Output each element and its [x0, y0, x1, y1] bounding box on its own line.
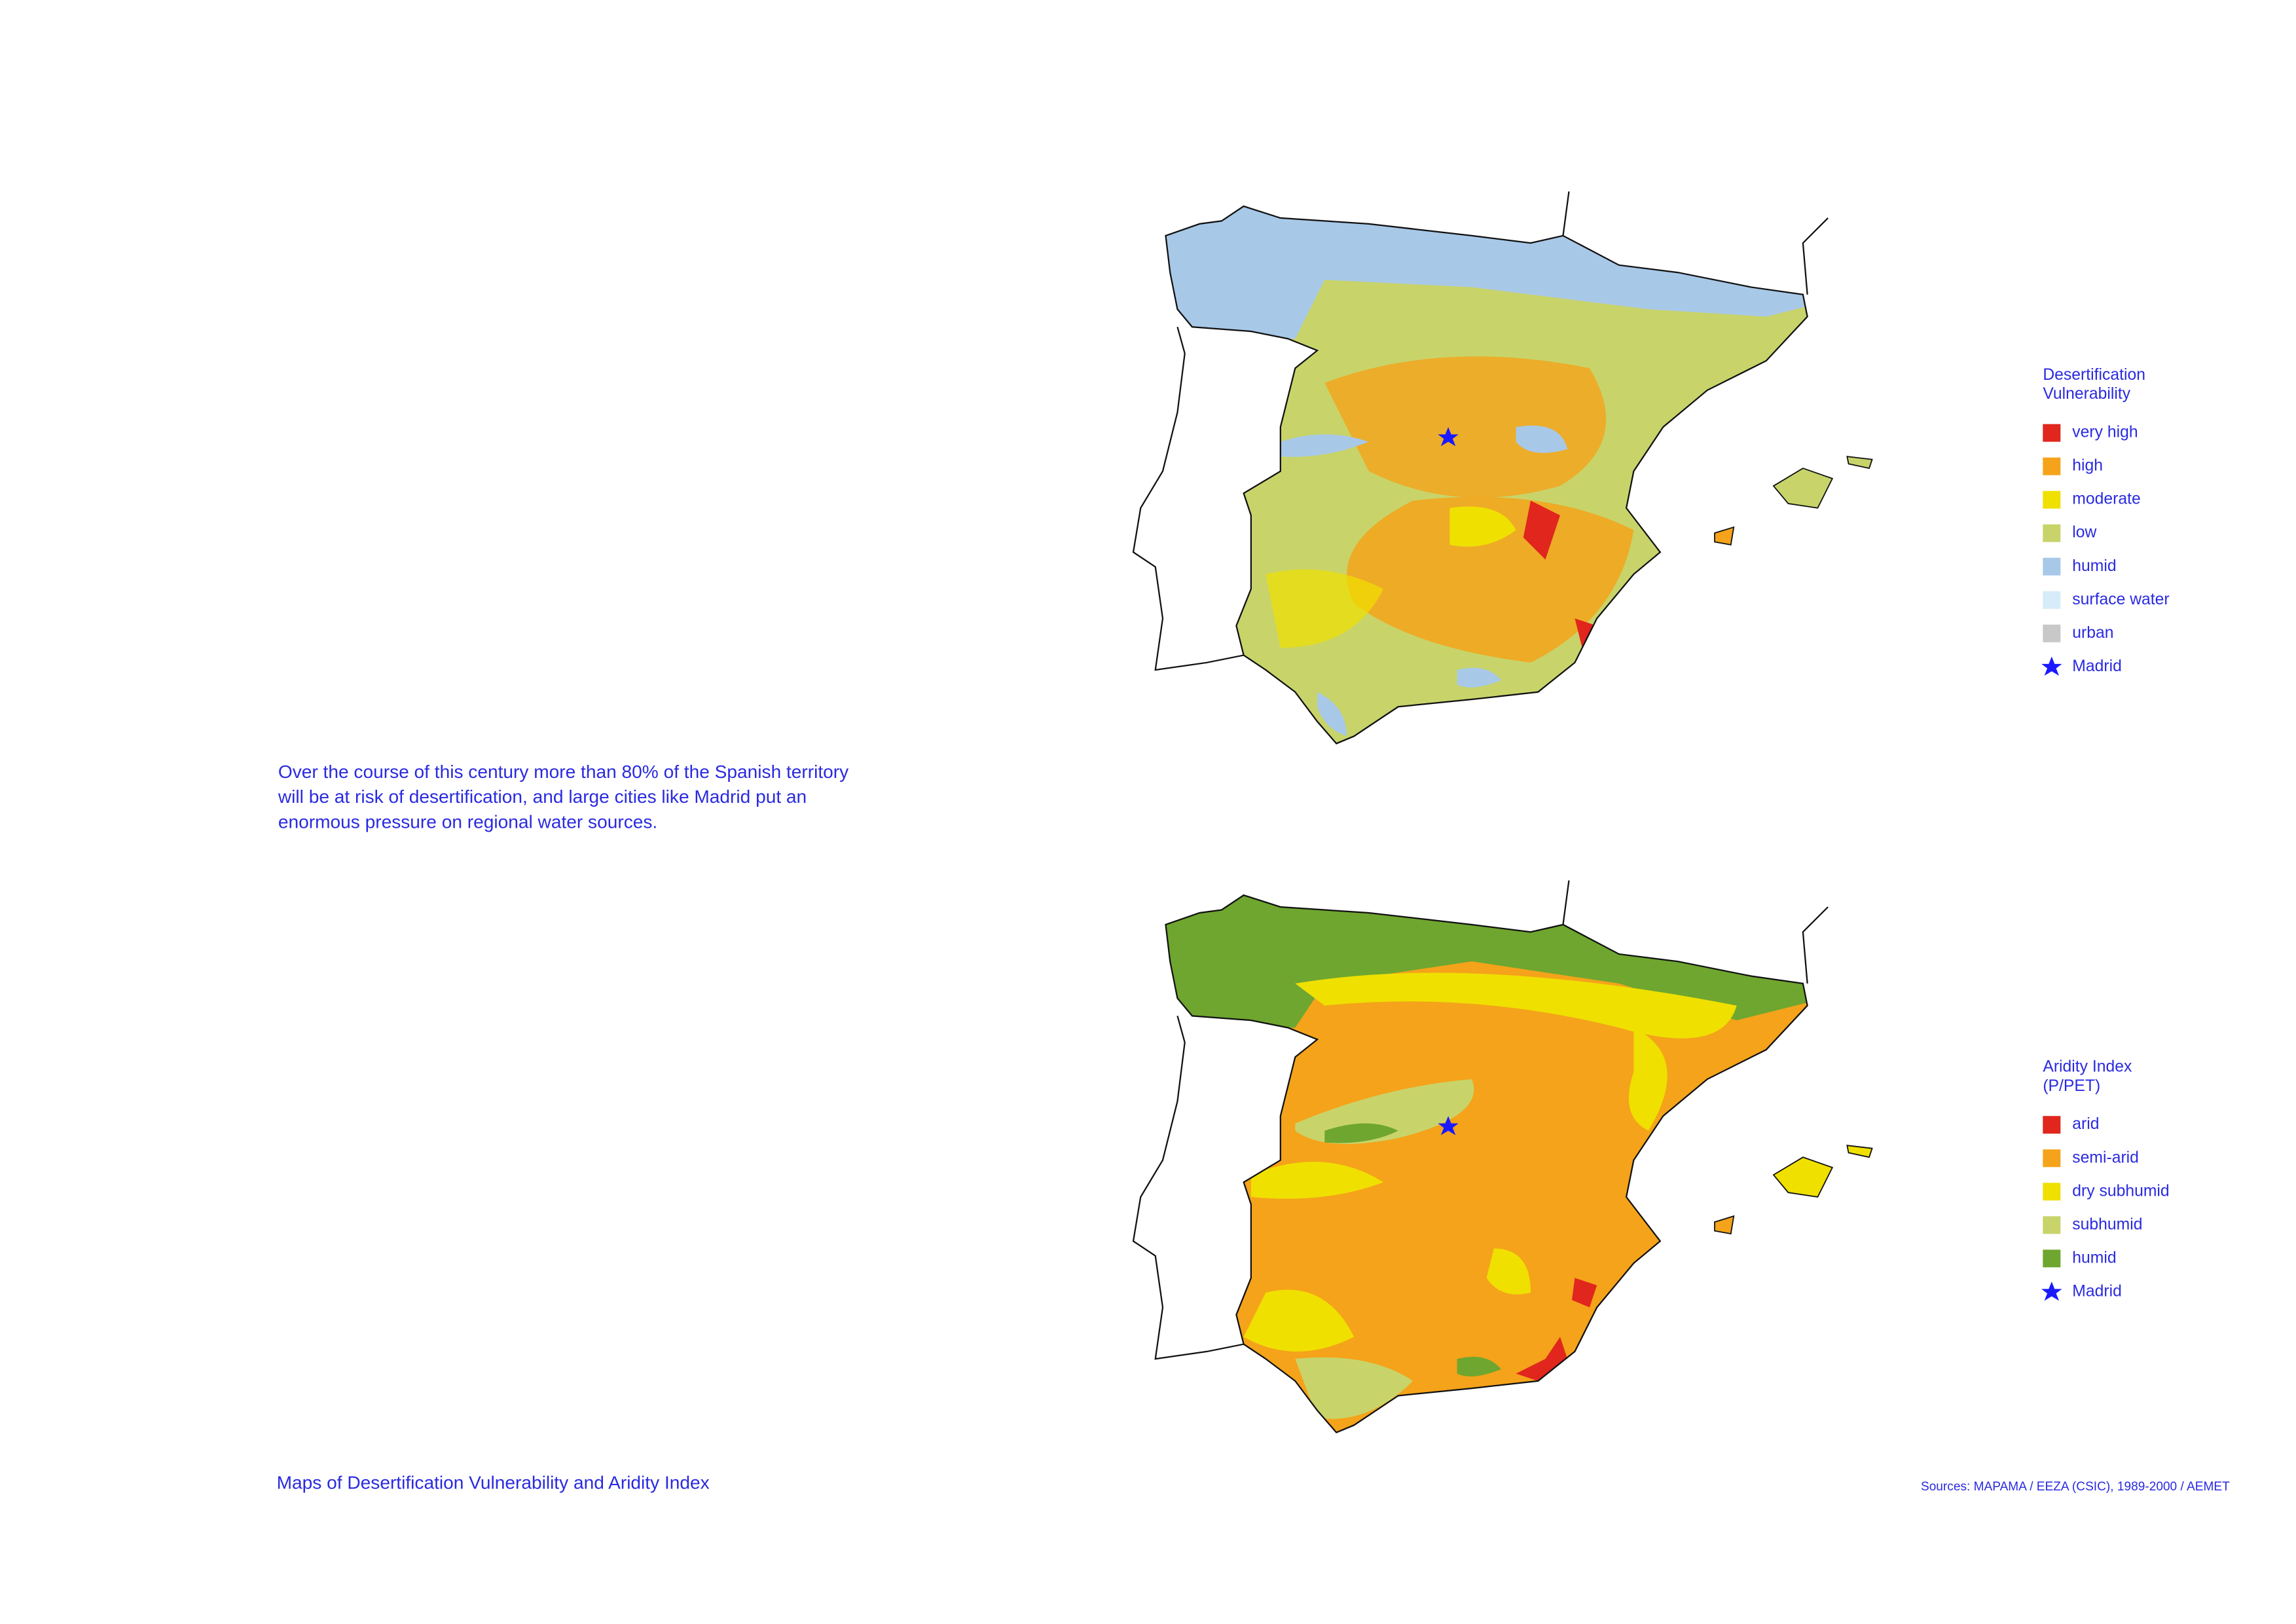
- legend-label: low: [2072, 524, 2096, 542]
- description-line: enormous pressure on regional water sour…: [278, 811, 657, 832]
- legend-swatch: [2043, 1183, 2061, 1201]
- sources: Sources: MAPAMA / EEZA (CSIC), 1989-2000…: [1921, 1480, 2230, 1494]
- legend-label: surface water: [2072, 591, 2169, 608]
- legend-swatch: [2043, 490, 2061, 509]
- legend-swatch: [2043, 424, 2061, 442]
- legend-label: moderate: [2072, 490, 2140, 508]
- legend-label: urban: [2072, 624, 2113, 642]
- legend-label: humid: [2072, 1249, 2116, 1266]
- legend-label: dry subhumid: [2072, 1182, 2169, 1200]
- legend-label: very high: [2072, 424, 2138, 441]
- legend-title: Desertification: [2043, 366, 2145, 384]
- legend-label: subhumid: [2072, 1215, 2142, 1233]
- madrid-marker: [1438, 427, 1459, 447]
- legend-swatch: [2043, 524, 2061, 542]
- legend-label: Madrid: [2072, 657, 2122, 675]
- legend-title: Vulnerability: [2043, 385, 2130, 403]
- legend-marker: [2041, 656, 2062, 676]
- legend-swatch: [2043, 557, 2061, 576]
- legend-swatch: [2043, 1116, 2061, 1134]
- madrid-marker: [1438, 1116, 1459, 1135]
- description-line: will be at risk of desertification, and …: [278, 786, 807, 807]
- legend-label: arid: [2072, 1115, 2099, 1133]
- legend-swatch: [2043, 1216, 2061, 1234]
- legend-swatch: [2043, 591, 2061, 609]
- legend-marker: [2041, 1282, 2062, 1301]
- legend-label: Madrid: [2072, 1282, 2122, 1300]
- legend-swatch: [2043, 624, 2061, 642]
- legend-title: Aridity Index: [2043, 1058, 2132, 1076]
- legend-label: semi-arid: [2072, 1149, 2139, 1166]
- desertification-map: [1132, 191, 1873, 745]
- legend-swatch: [2043, 1249, 2061, 1268]
- caption: Maps of Desertification Vulnerability an…: [277, 1473, 710, 1493]
- aridity-map: [1132, 880, 1873, 1433]
- legend-title: (P/PET): [2043, 1077, 2100, 1095]
- description-line: Over the course of this century more tha…: [278, 762, 848, 782]
- legend-swatch: [2043, 457, 2061, 475]
- legend-label: high: [2072, 457, 2103, 475]
- legend-swatch: [2043, 1149, 2061, 1168]
- legend-label: humid: [2072, 557, 2116, 575]
